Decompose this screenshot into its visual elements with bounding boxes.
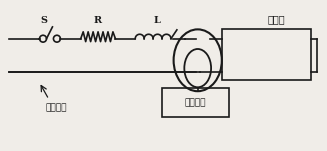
Text: S: S [41, 16, 47, 25]
Text: L: L [154, 16, 161, 25]
FancyBboxPatch shape [162, 88, 230, 117]
Text: R: R [94, 16, 102, 25]
Text: 負荷抵抗: 負荷抵抗 [185, 98, 206, 107]
Text: 変流器: 変流器 [267, 14, 285, 24]
Text: 等価回路: 等価回路 [45, 103, 67, 112]
FancyBboxPatch shape [221, 29, 311, 80]
